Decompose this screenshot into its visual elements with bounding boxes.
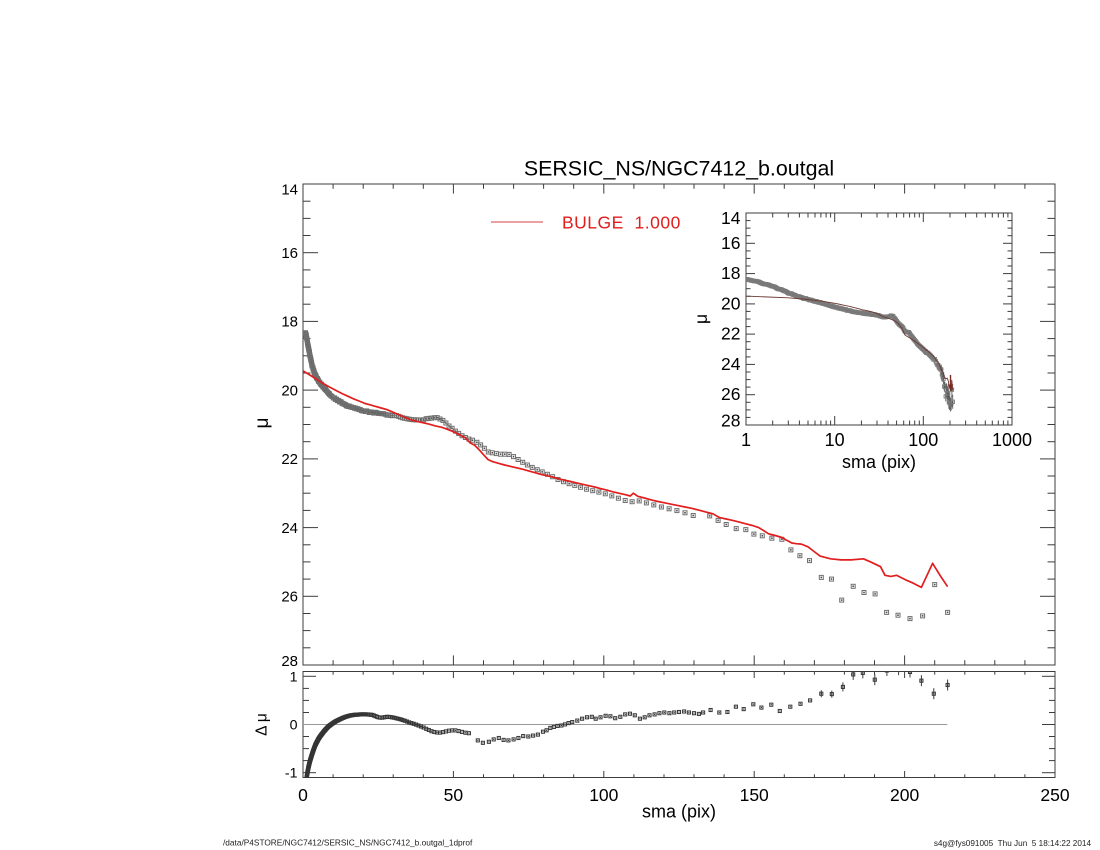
svg-text:1: 1	[741, 430, 751, 450]
svg-text:BULGE 1.000: BULGE 1.000	[562, 213, 681, 233]
svg-text:28: 28	[721, 411, 740, 431]
svg-text:sma (pix): sma (pix)	[642, 802, 716, 822]
svg-text:14: 14	[721, 208, 741, 228]
svg-text:28: 28	[281, 653, 298, 670]
svg-text:Δ μ: Δ μ	[254, 713, 271, 736]
svg-text:16: 16	[281, 245, 298, 262]
svg-text:14: 14	[281, 182, 298, 199]
svg-text:1: 1	[290, 669, 298, 685]
svg-text:18: 18	[281, 314, 298, 331]
svg-text:100: 100	[589, 785, 618, 805]
svg-text:50: 50	[444, 785, 464, 805]
svg-text:22: 22	[281, 451, 298, 468]
svg-text:0: 0	[290, 718, 298, 734]
svg-text:1000: 1000	[992, 430, 1032, 450]
svg-text:200: 200	[890, 785, 919, 805]
svg-text:250: 250	[1040, 785, 1069, 805]
svg-text:0: 0	[298, 785, 308, 805]
svg-text:26: 26	[281, 589, 298, 606]
svg-text:16: 16	[721, 233, 740, 253]
svg-text:24: 24	[281, 520, 298, 537]
svg-text:18: 18	[721, 263, 740, 283]
svg-text:sma (pix): sma (pix)	[842, 452, 916, 472]
svg-text:μ: μ	[691, 314, 711, 324]
svg-text:20: 20	[721, 293, 741, 313]
svg-text:26: 26	[721, 384, 740, 404]
svg-text:100: 100	[908, 430, 938, 450]
svg-text:24: 24	[721, 354, 741, 374]
svg-text:150: 150	[740, 785, 769, 805]
svg-text:/data/P4STORE/NGC7412/SERSIC_N: /data/P4STORE/NGC7412/SERSIC_NS/NGC7412_…	[223, 838, 473, 848]
svg-text:10: 10	[825, 430, 845, 450]
svg-text:s4g@fys091005 Thu Jun 5 18:1: s4g@fys091005 Thu Jun 5 18:14:22 2014	[934, 839, 1092, 848]
svg-text:μ: μ	[252, 418, 273, 429]
svg-text:22: 22	[721, 324, 740, 344]
svg-text:SERSIC_NS/NGC7412_b.outgal: SERSIC_NS/NGC7412_b.outgal	[524, 157, 834, 181]
svg-text:20: 20	[281, 382, 298, 399]
svg-text:-1: -1	[285, 766, 298, 782]
